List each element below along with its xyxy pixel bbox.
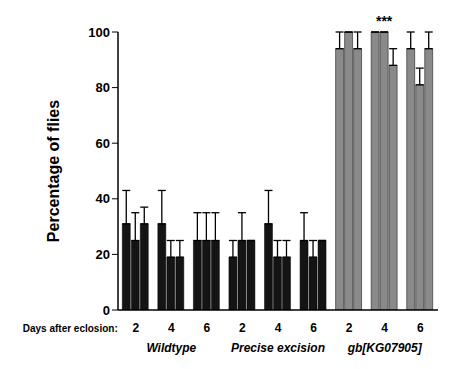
svg-text:Precise excision: Precise excision: [231, 341, 325, 355]
svg-text:Days after eclosion:: Days after eclosion:: [23, 323, 118, 334]
svg-text:40: 40: [96, 191, 110, 206]
svg-text:6: 6: [417, 321, 424, 335]
svg-text:Percentage of flies: Percentage of flies: [45, 100, 62, 242]
svg-text:80: 80: [96, 80, 110, 95]
svg-text:2: 2: [239, 321, 246, 335]
svg-text:4: 4: [381, 321, 388, 335]
svg-text:60: 60: [96, 136, 110, 151]
svg-text:gb[KG07905]: gb[KG07905]: [347, 341, 423, 355]
svg-text:0: 0: [103, 303, 110, 318]
svg-text:***: ***: [376, 13, 393, 29]
svg-text:100: 100: [88, 25, 110, 40]
svg-text:2: 2: [132, 321, 139, 335]
svg-text:4: 4: [168, 321, 175, 335]
svg-text:20: 20: [96, 247, 110, 262]
svg-text:4: 4: [275, 321, 282, 335]
svg-text:2: 2: [346, 321, 353, 335]
svg-text:Wildtype: Wildtype: [146, 341, 196, 355]
svg-text:6: 6: [204, 321, 211, 335]
svg-text:6: 6: [310, 321, 317, 335]
